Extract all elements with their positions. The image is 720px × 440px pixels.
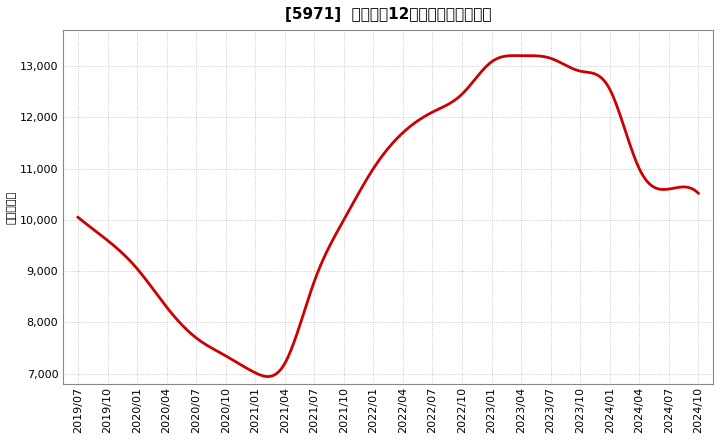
Title: [5971]  売上高の12か月移動合計の推移: [5971] 売上高の12か月移動合計の推移 [285,7,491,22]
Y-axis label: （百万円）: （百万円） [7,191,17,224]
